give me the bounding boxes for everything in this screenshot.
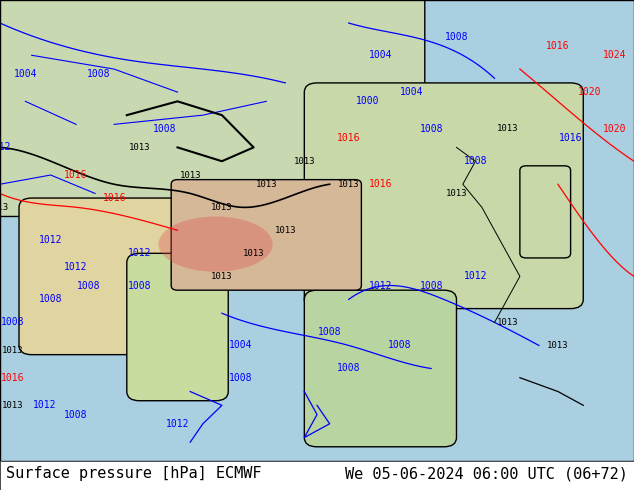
- Text: 013: 013: [0, 203, 8, 212]
- Text: 1016: 1016: [337, 133, 361, 143]
- Text: 1008: 1008: [127, 281, 152, 291]
- Text: 1020: 1020: [578, 87, 602, 97]
- Text: 1008: 1008: [419, 124, 443, 134]
- Text: 1013: 1013: [129, 143, 150, 152]
- Text: 1013: 1013: [256, 180, 277, 189]
- Text: 1008: 1008: [444, 32, 469, 42]
- Text: 1012: 1012: [165, 419, 190, 429]
- Text: 1012: 1012: [463, 271, 488, 281]
- Text: 1012: 1012: [368, 281, 392, 291]
- FancyBboxPatch shape: [304, 83, 583, 309]
- Text: 1012: 1012: [39, 235, 63, 245]
- Text: 1008: 1008: [337, 364, 361, 373]
- Text: 1008: 1008: [419, 281, 443, 291]
- Text: 1012: 1012: [64, 262, 88, 272]
- Text: 1024: 1024: [603, 50, 627, 60]
- Text: 1016: 1016: [559, 133, 583, 143]
- Text: 1008: 1008: [77, 281, 101, 291]
- Text: 1020: 1020: [603, 124, 627, 134]
- Text: 1013: 1013: [243, 249, 264, 258]
- Text: 1013: 1013: [547, 341, 569, 350]
- FancyBboxPatch shape: [19, 198, 184, 355]
- Text: 1016: 1016: [102, 193, 126, 203]
- Text: Surface pressure [hPa] ECMWF: Surface pressure [hPa] ECMWF: [6, 466, 262, 481]
- Text: 1013: 1013: [211, 272, 233, 281]
- Text: 1004: 1004: [13, 69, 37, 79]
- Text: 1016: 1016: [368, 179, 392, 189]
- FancyBboxPatch shape: [127, 253, 228, 401]
- Text: 1012: 1012: [32, 400, 56, 410]
- Text: 1004: 1004: [229, 341, 253, 350]
- Text: 1008: 1008: [1, 318, 25, 327]
- FancyBboxPatch shape: [304, 290, 456, 447]
- FancyBboxPatch shape: [171, 180, 361, 290]
- FancyBboxPatch shape: [520, 166, 571, 258]
- Text: 1013: 1013: [275, 226, 296, 235]
- Text: 1004: 1004: [400, 87, 424, 97]
- Text: 1013: 1013: [294, 157, 315, 166]
- Ellipse shape: [158, 217, 273, 272]
- Text: 1016: 1016: [1, 373, 25, 383]
- Text: 1013: 1013: [446, 189, 467, 198]
- Text: 1013: 1013: [338, 180, 359, 189]
- Text: We 05-06-2024 06:00 UTC (06+72): We 05-06-2024 06:00 UTC (06+72): [345, 466, 628, 481]
- Text: 1013: 1013: [2, 345, 23, 355]
- Text: 1013: 1013: [211, 203, 233, 212]
- Text: 1008: 1008: [229, 373, 253, 383]
- Text: 1013: 1013: [496, 318, 518, 327]
- Text: 1008: 1008: [318, 327, 342, 337]
- Text: 1004: 1004: [368, 50, 392, 60]
- Text: 1012: 1012: [127, 248, 152, 258]
- Text: 1016: 1016: [64, 170, 88, 180]
- Text: 1013: 1013: [2, 401, 23, 410]
- Text: 1013: 1013: [179, 171, 201, 179]
- Text: 1008: 1008: [387, 341, 411, 350]
- Text: 1012: 1012: [0, 143, 12, 152]
- FancyBboxPatch shape: [0, 0, 425, 217]
- Text: 1008: 1008: [153, 124, 177, 134]
- Text: 1008: 1008: [86, 69, 110, 79]
- Text: 1008: 1008: [39, 294, 63, 304]
- Text: 1000: 1000: [356, 97, 380, 106]
- Text: 1008: 1008: [463, 156, 488, 166]
- Text: 1008: 1008: [64, 410, 88, 419]
- Text: 1016: 1016: [546, 41, 570, 51]
- Text: 1013: 1013: [496, 124, 518, 133]
